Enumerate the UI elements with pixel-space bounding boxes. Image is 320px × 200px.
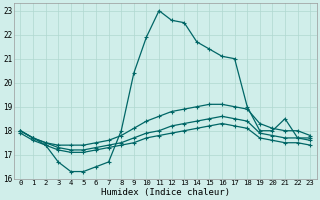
X-axis label: Humidex (Indice chaleur): Humidex (Indice chaleur) (101, 188, 230, 197)
